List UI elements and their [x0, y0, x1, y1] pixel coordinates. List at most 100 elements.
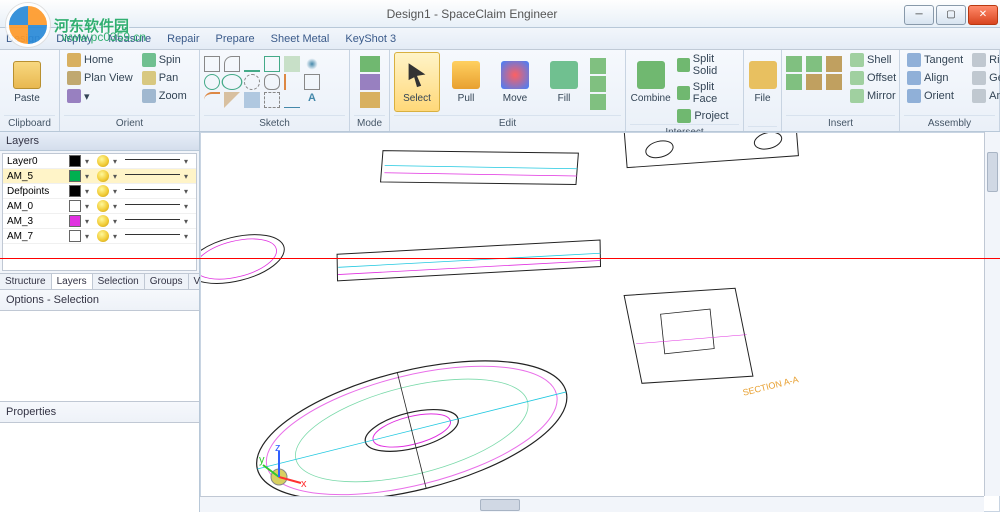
- close-button[interactable]: ✕: [968, 5, 998, 25]
- dropdown-icon[interactable]: ▾: [85, 172, 93, 181]
- section-mode-icon[interactable]: [360, 74, 380, 90]
- viewport[interactable]: x y z SECTION A-A: [200, 132, 1000, 512]
- edit-tool-2[interactable]: [590, 76, 606, 92]
- zoom-button[interactable]: Zoom: [139, 88, 190, 104]
- slot-tool[interactable]: [264, 74, 280, 90]
- trim-tool[interactable]: [284, 74, 300, 90]
- plan-view-button[interactable]: Plan View: [64, 70, 136, 86]
- tab-design[interactable]: Design: [6, 33, 40, 45]
- rigid-button[interactable]: Rigid: [969, 52, 1000, 68]
- chamfer-tool[interactable]: [224, 92, 240, 108]
- visibility-bulb-icon[interactable]: [97, 230, 109, 242]
- edit-tool-1[interactable]: [590, 58, 606, 74]
- pull-button[interactable]: Pull: [443, 52, 489, 112]
- visibility-bulb-icon[interactable]: [97, 170, 109, 182]
- dropdown-icon[interactable]: ▾: [184, 202, 192, 211]
- insert-2[interactable]: [806, 56, 822, 72]
- construction-tool[interactable]: [264, 92, 280, 108]
- fillet-tool[interactable]: [204, 92, 220, 108]
- dropdown-icon[interactable]: ▾: [85, 187, 93, 196]
- horizontal-scrollbar[interactable]: [200, 496, 984, 512]
- combine-button[interactable]: Combine: [630, 52, 671, 112]
- insert-1[interactable]: [786, 56, 802, 72]
- color-swatch[interactable]: [69, 185, 81, 197]
- file-button[interactable]: File: [748, 52, 777, 112]
- paste-button[interactable]: Paste: [4, 52, 50, 112]
- color-swatch[interactable]: [69, 170, 81, 182]
- sketch-mode-icon[interactable]: [360, 56, 380, 72]
- view-cube-button[interactable]: ▾: [64, 88, 136, 104]
- dimension-tool[interactable]: [284, 92, 300, 108]
- tab-prepare[interactable]: Prepare: [216, 33, 255, 45]
- dropdown-icon[interactable]: ▾: [113, 202, 121, 211]
- insert-6[interactable]: [826, 74, 842, 90]
- split-face-button[interactable]: Split Face: [674, 80, 739, 106]
- tab-display[interactable]: Display: [56, 33, 92, 45]
- poly-tool[interactable]: [284, 56, 300, 72]
- minimize-button[interactable]: ─: [904, 5, 934, 25]
- panel-tab-selection[interactable]: Selection: [93, 274, 145, 289]
- project-tool[interactable]: [244, 92, 260, 108]
- properties-panel-header[interactable]: Properties: [0, 402, 199, 423]
- dropdown-icon[interactable]: ▾: [113, 232, 121, 241]
- spline-tool[interactable]: [244, 56, 260, 72]
- select-button[interactable]: Select: [394, 52, 440, 112]
- solid-mode-icon[interactable]: [360, 92, 380, 108]
- gear-button[interactable]: Gear: [969, 70, 1000, 86]
- line-style[interactable]: [125, 159, 180, 167]
- circle3-tool[interactable]: [244, 74, 260, 90]
- home-button[interactable]: Home: [64, 52, 136, 68]
- color-swatch[interactable]: [69, 230, 81, 242]
- color-swatch[interactable]: [69, 155, 81, 167]
- tangent-button[interactable]: Tangent: [904, 52, 966, 68]
- maximize-button[interactable]: ▢: [936, 5, 966, 25]
- line-style[interactable]: [125, 234, 180, 242]
- line-style[interactable]: [125, 189, 180, 197]
- ellipse-tool[interactable]: [222, 74, 243, 90]
- dropdown-icon[interactable]: ▾: [85, 217, 93, 226]
- edit-tool-3[interactable]: [590, 94, 606, 110]
- dropdown-icon[interactable]: ▾: [85, 202, 93, 211]
- vertical-scrollbar[interactable]: [984, 132, 1000, 496]
- rect-tool[interactable]: [264, 56, 280, 72]
- align-button[interactable]: Align: [904, 70, 966, 86]
- line-style[interactable]: [125, 219, 180, 227]
- tab-sheetmetal[interactable]: Sheet Metal: [271, 33, 330, 45]
- line-style[interactable]: [125, 204, 180, 212]
- dropdown-icon[interactable]: ▾: [113, 187, 121, 196]
- layer-row[interactable]: AM_7 ▾ ▾ ▾: [3, 229, 196, 244]
- project-button[interactable]: Project: [674, 108, 739, 124]
- tab-repair[interactable]: Repair: [167, 33, 199, 45]
- offset-tool[interactable]: [304, 74, 320, 90]
- arc-tool[interactable]: [224, 56, 240, 72]
- color-swatch[interactable]: [69, 215, 81, 227]
- dropdown-icon[interactable]: ▾: [85, 157, 93, 166]
- mirror-button[interactable]: Mirror: [847, 88, 899, 104]
- dropdown-icon[interactable]: ▾: [184, 157, 192, 166]
- panel-tab-structure[interactable]: Structure: [0, 274, 52, 289]
- text-tool[interactable]: A: [304, 92, 320, 108]
- tab-keyshot[interactable]: KeyShot 3: [345, 33, 396, 45]
- dropdown-icon[interactable]: ▾: [113, 217, 121, 226]
- insert-3[interactable]: [826, 56, 842, 72]
- layer-row[interactable]: Defpoints ▾ ▾ ▾: [3, 184, 196, 199]
- split-solid-button[interactable]: Split Solid: [674, 52, 739, 78]
- visibility-bulb-icon[interactable]: [97, 185, 109, 197]
- dropdown-icon[interactable]: ▾: [184, 172, 192, 181]
- anchor-button[interactable]: Anchor: [969, 88, 1000, 104]
- dropdown-icon[interactable]: ▾: [184, 217, 192, 226]
- color-swatch[interactable]: [69, 200, 81, 212]
- dropdown-icon[interactable]: ▾: [113, 157, 121, 166]
- point-tool[interactable]: [304, 56, 320, 72]
- panel-tab-layers[interactable]: Layers: [52, 274, 93, 289]
- tab-measure[interactable]: Measure: [108, 33, 151, 45]
- line-tool[interactable]: [204, 56, 220, 72]
- insert-5[interactable]: [806, 74, 822, 90]
- shell-button[interactable]: Shell: [847, 52, 899, 68]
- pan-button[interactable]: Pan: [139, 70, 190, 86]
- options-panel-header[interactable]: Options - Selection: [0, 290, 199, 311]
- dropdown-icon[interactable]: ▾: [184, 232, 192, 241]
- spin-button[interactable]: Spin: [139, 52, 190, 68]
- offset-button[interactable]: Offset: [847, 70, 899, 86]
- circle-tool[interactable]: [204, 74, 220, 90]
